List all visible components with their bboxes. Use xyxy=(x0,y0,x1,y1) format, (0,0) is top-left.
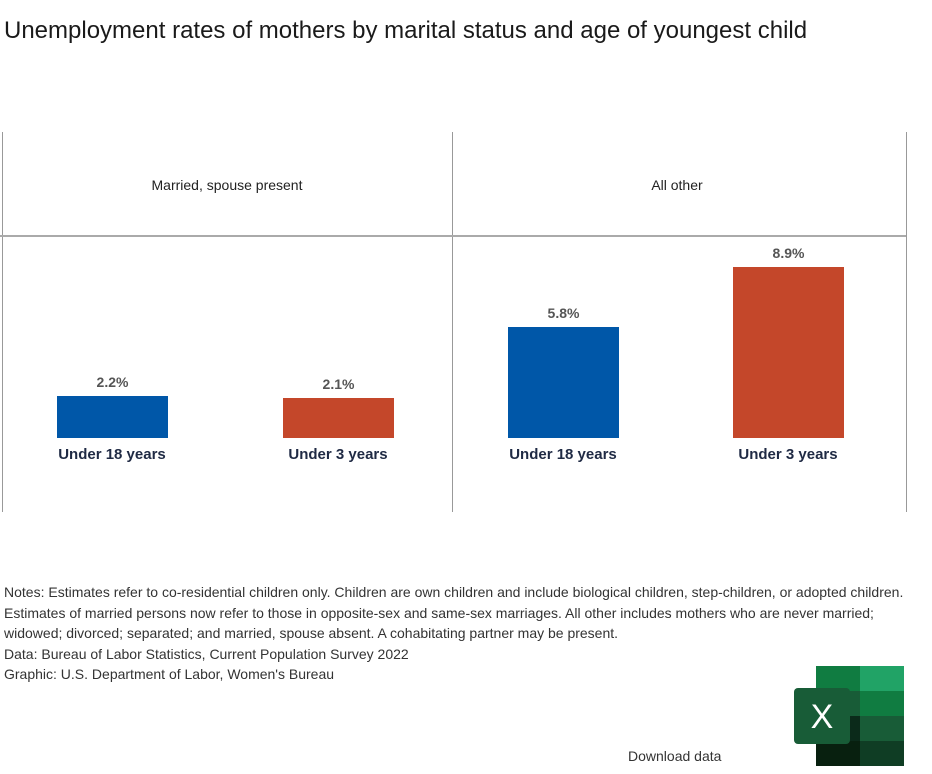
data-source: Data: Bureau of Labor Statistics, Curren… xyxy=(4,645,409,662)
panel-divider xyxy=(906,132,907,512)
category-label: Under 18 years xyxy=(58,446,166,463)
panel-divider xyxy=(452,132,453,512)
notes-text: Notes: Estimates refer to co-residential… xyxy=(4,584,904,641)
graphic-credit: Graphic: U.S. Department of Labor, Women… xyxy=(4,666,335,682)
bar-1-1 xyxy=(733,267,844,438)
chart-title: Unemployment rates of mothers by marital… xyxy=(4,17,808,44)
panel-title-married: Married, spouse present xyxy=(151,177,303,193)
download-data-link[interactable]: Download data xyxy=(628,748,722,764)
data-label: 2.2% xyxy=(96,373,129,390)
svg-text:X: X xyxy=(811,698,834,736)
category-label: Under 3 years xyxy=(738,446,838,463)
data-label: 5.8% xyxy=(547,304,580,321)
data-label: 8.9% xyxy=(772,245,805,261)
panel-title-all-other: All other xyxy=(651,177,703,193)
category-label: Under 3 years xyxy=(288,446,388,463)
bar-1-0 xyxy=(508,326,619,438)
notes: Notes: Estimates refer to co-residential… xyxy=(4,582,914,685)
header-divider xyxy=(0,235,906,237)
bar-0-1 xyxy=(283,397,394,438)
bar-0-0 xyxy=(57,395,168,438)
data-label: 2.1% xyxy=(322,375,355,392)
excel-icon[interactable]: X xyxy=(794,666,906,766)
panel-divider xyxy=(2,132,3,512)
category-label: Under 18 years xyxy=(509,446,617,463)
